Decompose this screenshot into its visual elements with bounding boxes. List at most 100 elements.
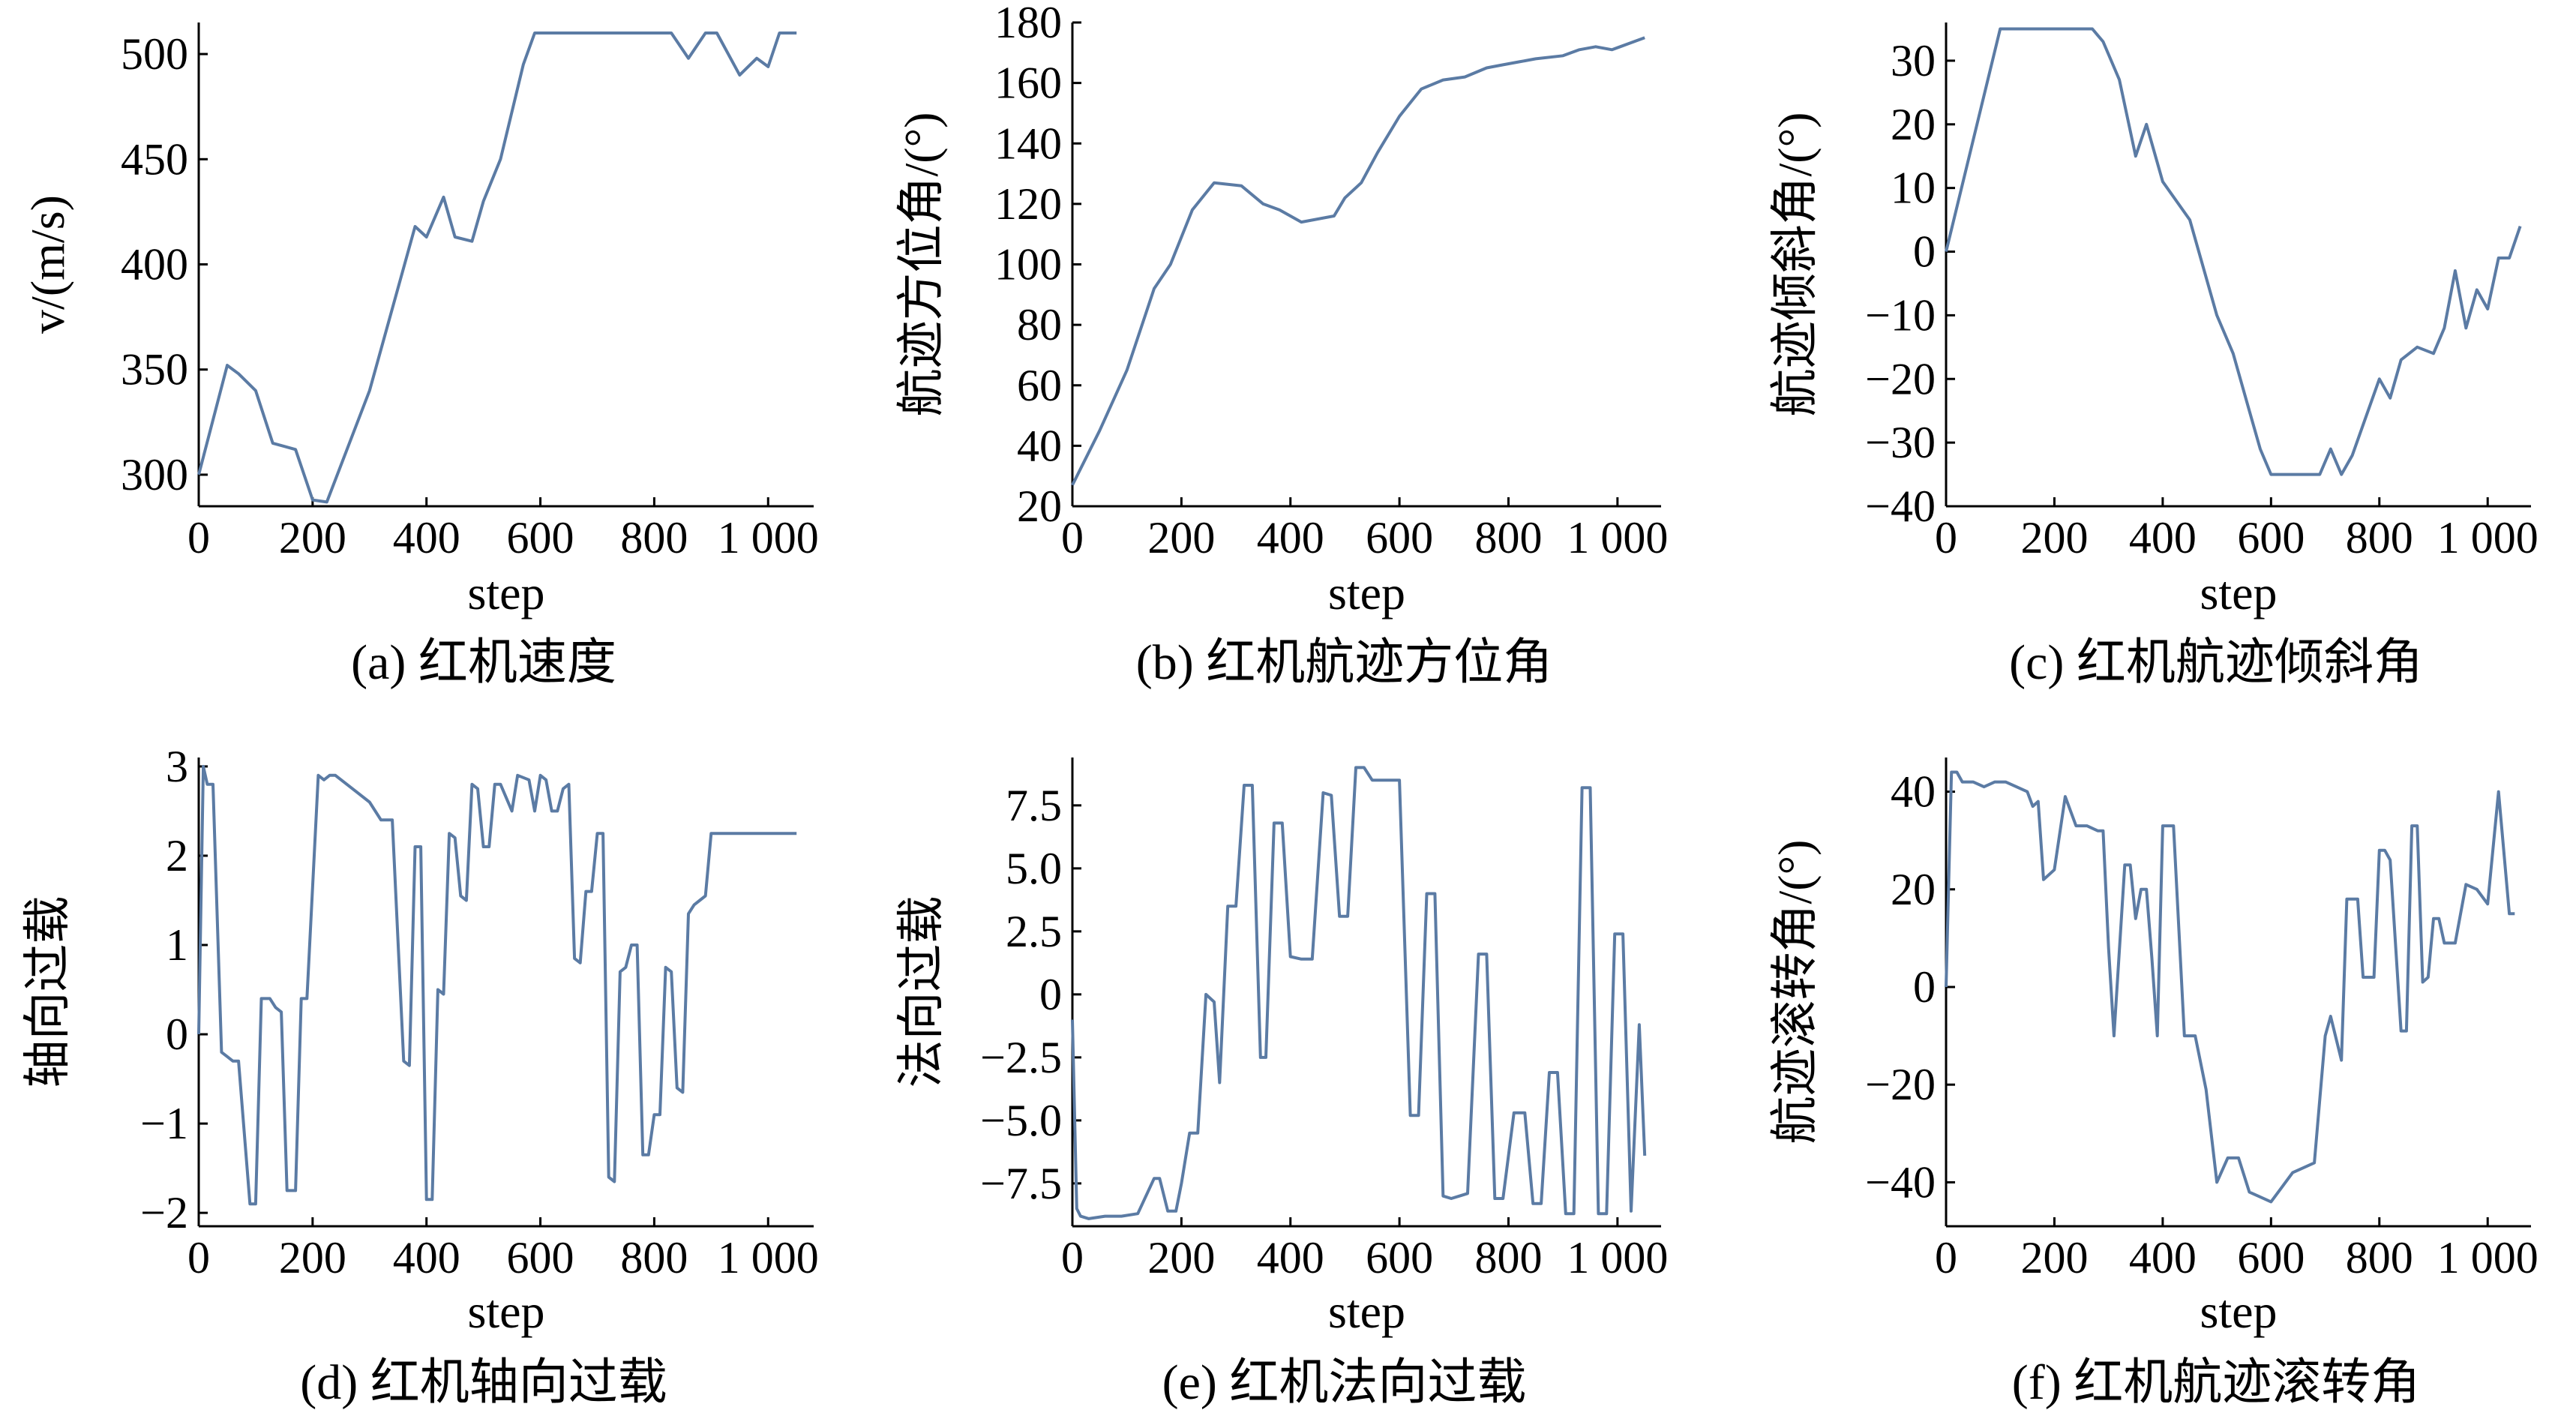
y-tick-label: −2 <box>140 1188 188 1238</box>
x-tick-label: 600 <box>2237 513 2305 562</box>
y-tick-label: 160 <box>994 58 1062 108</box>
series-line <box>197 764 797 1206</box>
y-tick-label: −1 <box>140 1099 188 1148</box>
panel-caption: (c) 红机航迹倾斜角 <box>2009 635 2423 690</box>
y-tick-label: 30 <box>1891 36 1936 86</box>
panel-caption: (a) 红机速度 <box>351 635 616 690</box>
y-tick-label: 3 <box>166 742 188 791</box>
y-tick-label: 300 <box>121 450 188 500</box>
x-tick-label: 0 <box>187 1233 210 1282</box>
x-tick-label: 0 <box>187 513 210 562</box>
panel-caption: (e) 红机法向过载 <box>1162 1355 1527 1410</box>
x-tick-label: 200 <box>1147 1233 1215 1282</box>
x-axis-label: step <box>2200 566 2277 620</box>
y-tick-label: 140 <box>994 118 1062 168</box>
y-tick-label: 5.0 <box>1006 844 1062 893</box>
x-tick-label: 800 <box>2346 513 2413 562</box>
x-tick-label: 400 <box>2129 1233 2197 1282</box>
y-tick-label: 0 <box>1039 970 1062 1019</box>
y-tick-label: 0 <box>1913 962 1936 1012</box>
y-tick-label: 60 <box>1017 361 1062 410</box>
y-axis-label: 航迹方位角/(°) <box>895 112 948 417</box>
series-line <box>1071 36 1645 486</box>
y-tick-label: 40 <box>1891 767 1936 817</box>
x-tick-label: 800 <box>1474 1233 1542 1282</box>
x-tick-label: 0 <box>1935 1233 1957 1282</box>
x-tick-label: 0 <box>1061 1233 1084 1282</box>
y-tick-label: −40 <box>1865 1157 1936 1207</box>
y-axis-label: v/(m/s) <box>21 195 74 334</box>
panel-c-flight-path-angle: 0 200 400 600 800 1 000 −40 −30 −20 −10 0 10 20 30 ste… <box>1768 22 2539 690</box>
panel-d-axial-overload: 0 200 400 600 800 1 000 −2 −1 0 1 2 3 step 轴向过载 (d) 红机… <box>21 742 819 1410</box>
x-tick-label: 400 <box>1257 1233 1324 1282</box>
x-axis-label: step <box>2200 1285 2277 1338</box>
x-tick-label: 200 <box>279 1233 346 1282</box>
y-tick-label: 2.5 <box>1006 907 1062 956</box>
y-axis-label: 轴向过载 <box>21 896 74 1088</box>
panel-f-roll-angle: 0 200 400 600 800 1 000 −40 −20 0 20 40 step 航迹滚转角/(… <box>1768 758 2539 1410</box>
y-tick-label: −40 <box>1865 482 1936 531</box>
y-axis-label: 航迹滚转角/(°) <box>1768 840 1822 1144</box>
x-tick-label: 400 <box>1257 513 1324 562</box>
y-tick-label: 0 <box>166 1010 188 1059</box>
x-tick-label: 600 <box>507 1233 574 1282</box>
x-tick-label: 1 000 <box>2437 1233 2539 1282</box>
x-tick-label: 1 000 <box>1567 513 1668 562</box>
x-tick-label: 1 000 <box>1567 1233 1668 1282</box>
y-tick-label: −5.0 <box>980 1096 1062 1145</box>
series-line <box>1945 770 2515 1204</box>
x-tick-label: 200 <box>279 513 346 562</box>
y-axis-label: 法向过载 <box>895 896 948 1088</box>
x-tick-label: 800 <box>1474 513 1542 562</box>
panel-caption: (b) 红机航迹方位角 <box>1136 635 1552 690</box>
y-tick-label: 400 <box>121 240 188 290</box>
x-tick-label: 200 <box>1147 513 1215 562</box>
y-tick-label: −10 <box>1865 290 1936 340</box>
x-tick-label: 800 <box>620 513 688 562</box>
y-tick-label: 40 <box>1017 421 1062 470</box>
y-tick-label: 7.5 <box>1006 781 1062 830</box>
x-tick-label: 1 000 <box>718 513 819 562</box>
panel-caption: (d) 红机轴向过载 <box>300 1355 667 1410</box>
panel-b-heading-angle: 0 200 400 600 800 1 000 20 40 60 80 100 120 140 160 18… <box>895 0 1668 690</box>
x-tick-label: 0 <box>1061 513 1084 562</box>
x-tick-label: 0 <box>1935 513 1957 562</box>
y-tick-label: −7.5 <box>980 1159 1062 1208</box>
x-tick-label: 800 <box>2346 1233 2413 1282</box>
panel-caption: (f) 红机航迹滚转角 <box>2012 1355 2420 1410</box>
y-tick-label: −20 <box>1865 354 1936 404</box>
y-tick-label: 20 <box>1891 100 1936 149</box>
y-tick-label: −20 <box>1865 1060 1936 1109</box>
x-tick-label: 400 <box>2129 513 2197 562</box>
x-tick-label: 200 <box>2020 1233 2088 1282</box>
x-tick-label: 400 <box>393 513 460 562</box>
x-tick-label: 400 <box>393 1233 460 1282</box>
y-axis-label: 航迹倾斜角/(°) <box>1768 112 1822 417</box>
x-axis-label: step <box>467 566 544 620</box>
x-axis-label: step <box>1328 566 1405 620</box>
x-tick-label: 600 <box>1366 513 1433 562</box>
y-tick-label: 350 <box>121 345 188 394</box>
y-tick-label: 0 <box>1913 227 1936 277</box>
series-line <box>1945 27 2522 476</box>
y-tick-label: 450 <box>121 134 188 184</box>
y-tick-label: 20 <box>1891 865 1936 914</box>
x-axis-label: step <box>467 1285 544 1338</box>
y-tick-label: 80 <box>1017 300 1062 350</box>
series-line <box>1071 766 1647 1220</box>
y-tick-label: 2 <box>166 831 188 880</box>
series-line <box>197 32 797 504</box>
x-tick-label: 600 <box>507 513 574 562</box>
y-tick-label: −2.5 <box>980 1033 1062 1082</box>
y-tick-label: 500 <box>121 29 188 79</box>
y-tick-label: 180 <box>994 0 1062 47</box>
y-tick-label: 10 <box>1891 164 1936 213</box>
y-tick-label: 1 <box>166 920 188 970</box>
x-tick-label: 800 <box>620 1233 688 1282</box>
y-tick-label: 120 <box>994 179 1062 229</box>
x-tick-label: 1 000 <box>2437 513 2539 562</box>
panel-e-normal-overload: 0 200 400 600 800 1 000 −7.5 −5.0 −2.5 0 2.5 5.0 7.5… <box>895 758 1668 1410</box>
y-tick-label: 100 <box>994 240 1062 290</box>
x-tick-label: 600 <box>2237 1233 2305 1282</box>
